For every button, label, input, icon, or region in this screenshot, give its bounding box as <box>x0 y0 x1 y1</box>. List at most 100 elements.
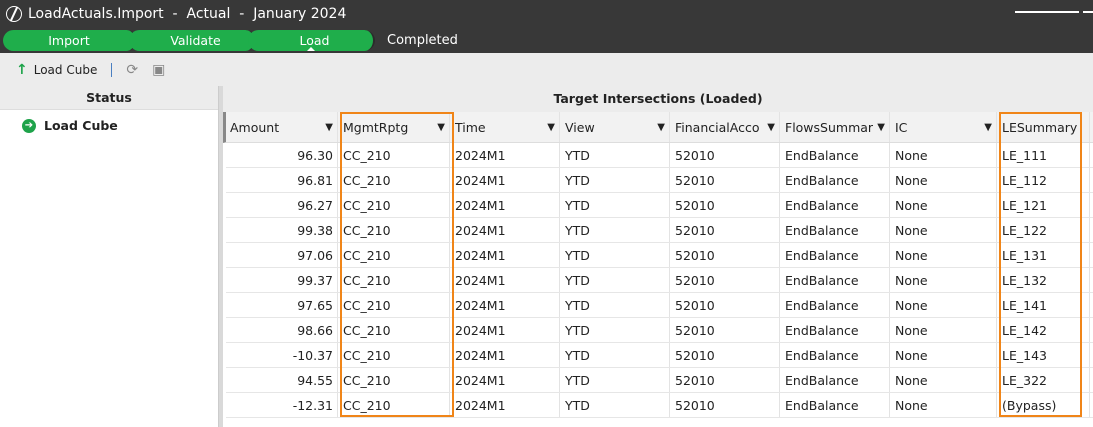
column-header-mgmtrptg[interactable]: MgmtRptg ▼ <box>338 112 450 142</box>
cell-ic[interactable]: None <box>890 143 997 167</box>
cell-flowssummar[interactable]: EndBalance <box>780 343 890 367</box>
table-row[interactable]: 96.81 CC_210 2024M1 YTD 52010 EndBalance None L… <box>226 168 1093 193</box>
cell-time[interactable]: 2024M1 <box>450 393 560 417</box>
cell-view[interactable]: YTD <box>560 368 670 392</box>
cell-ic[interactable]: None <box>890 293 997 317</box>
cell-time[interactable]: 2024M1 <box>450 168 560 192</box>
cell-amount[interactable]: 96.81 <box>225 168 338 192</box>
cell-view[interactable]: YTD <box>560 218 670 242</box>
cell-view[interactable]: YTD <box>560 143 670 167</box>
column-header-time[interactable]: Time ▼ <box>450 112 560 142</box>
table-row[interactable]: 97.65 CC_210 2024M1 YTD 52010 EndBalance None L… <box>226 293 1093 318</box>
arrow-up-icon[interactable]: ↑ <box>16 61 28 78</box>
cell-lesummary[interactable]: LE_132 <box>997 268 1090 292</box>
cell-flowssummar[interactable]: EndBalance <box>780 393 890 417</box>
cell-time[interactable]: 2024M1 <box>450 243 560 267</box>
column-header-view[interactable]: View ▼ <box>560 112 670 142</box>
filter-icon[interactable]: ▼ <box>325 121 333 133</box>
cell-amount[interactable]: 97.06 <box>225 243 338 267</box>
cell-amount[interactable]: 97.65 <box>225 293 338 317</box>
cell-ic[interactable]: None <box>890 318 997 342</box>
cell-ic[interactable]: None <box>890 218 997 242</box>
step-import[interactable]: Import <box>3 30 137 51</box>
cell-ic[interactable]: None <box>890 193 997 217</box>
cell-flowssummar[interactable]: EndBalance <box>780 193 890 217</box>
cell-lesummary[interactable]: LE_131 <box>997 243 1090 267</box>
cell-ic[interactable]: None <box>890 268 997 292</box>
cell-lesummary[interactable]: LE_122 <box>997 218 1090 242</box>
cell-flowssummar[interactable]: EndBalance <box>780 218 890 242</box>
cell-financialacco[interactable]: 52010 <box>670 393 780 417</box>
cell-mgmtrptg[interactable]: CC_210 <box>338 393 450 417</box>
filter-icon[interactable]: ▼ <box>547 121 555 133</box>
filter-icon[interactable]: ▼ <box>767 121 775 133</box>
column-header-financialacco[interactable]: FinancialAcco ▼ <box>670 112 780 142</box>
filter-icon[interactable]: ▼ <box>657 121 665 133</box>
cell-lesummary[interactable]: LE_322 <box>997 368 1090 392</box>
cell-time[interactable]: 2024M1 <box>450 293 560 317</box>
step-validate[interactable]: Validate <box>129 30 256 51</box>
window-controls[interactable] <box>1015 11 1093 13</box>
cell-view[interactable]: YTD <box>560 393 670 417</box>
table-row[interactable]: 94.55 CC_210 2024M1 YTD 52010 EndBalance None L… <box>226 368 1093 393</box>
column-header-flowssummar[interactable]: FlowsSummar ▼ <box>780 112 890 142</box>
cell-amount[interactable]: 96.30 <box>225 143 338 167</box>
table-row[interactable]: 97.06 CC_210 2024M1 YTD 52010 EndBalance None L… <box>226 243 1093 268</box>
cell-financialacco[interactable]: 52010 <box>670 218 780 242</box>
cell-time[interactable]: 2024M1 <box>450 218 560 242</box>
cell-financialacco[interactable]: 52010 <box>670 243 780 267</box>
cell-flowssummar[interactable]: EndBalance <box>780 293 890 317</box>
cell-financialacco[interactable]: 52010 <box>670 143 780 167</box>
cell-financialacco[interactable]: 52010 <box>670 168 780 192</box>
cell-financialacco[interactable]: 52010 <box>670 293 780 317</box>
cell-financialacco[interactable]: 52010 <box>670 268 780 292</box>
cell-financialacco[interactable]: 52010 <box>670 368 780 392</box>
cell-mgmtrptg[interactable]: CC_210 <box>338 168 450 192</box>
cell-flowssummar[interactable]: EndBalance <box>780 143 890 167</box>
load-cube-button[interactable]: Load Cube <box>33 62 98 77</box>
cell-view[interactable]: YTD <box>560 193 670 217</box>
filter-icon[interactable]: ▼ <box>877 121 885 133</box>
cell-amount[interactable]: 98.66 <box>225 318 338 342</box>
step-load[interactable]: Load <box>248 30 375 51</box>
cell-flowssummar[interactable]: EndBalance <box>780 168 890 192</box>
cell-ic[interactable]: None <box>890 343 997 367</box>
table-row[interactable]: -12.31 CC_210 2024M1 YTD 52010 EndBalance None… <box>226 393 1093 418</box>
cell-lesummary[interactable]: LE_121 <box>997 193 1090 217</box>
cell-mgmtrptg[interactable]: CC_210 <box>338 143 450 167</box>
table-row[interactable]: 96.27 CC_210 2024M1 YTD 52010 EndBalance None L… <box>226 193 1093 218</box>
column-header-amount[interactable]: Amount ▼ <box>225 112 338 142</box>
cell-amount[interactable]: 94.55 <box>225 368 338 392</box>
cell-ic[interactable]: None <box>890 393 997 417</box>
cell-lesummary[interactable]: LE_142 <box>997 318 1090 342</box>
table-row[interactable]: 98.66 CC_210 2024M1 YTD 52010 EndBalance None L… <box>226 318 1093 343</box>
cell-amount[interactable]: 99.37 <box>225 268 338 292</box>
cell-amount[interactable]: 96.27 <box>225 193 338 217</box>
cell-mgmtrptg[interactable]: CC_210 <box>338 193 450 217</box>
cell-mgmtrptg[interactable]: CC_210 <box>338 343 450 367</box>
cell-view[interactable]: YTD <box>560 343 670 367</box>
cell-flowssummar[interactable]: EndBalance <box>780 268 890 292</box>
cell-view[interactable]: YTD <box>560 268 670 292</box>
cell-lesummary[interactable]: LE_143 <box>997 343 1090 367</box>
cell-ic[interactable]: None <box>890 368 997 392</box>
column-header-lesummary[interactable]: LESummary <box>997 112 1090 142</box>
cell-view[interactable]: YTD <box>560 318 670 342</box>
cell-mgmtrptg[interactable]: CC_210 <box>338 218 450 242</box>
filter-icon[interactable]: ▼ <box>984 121 992 133</box>
cell-view[interactable]: YTD <box>560 243 670 267</box>
save-icon[interactable]: ▣ <box>152 61 166 78</box>
cell-amount[interactable]: -10.37 <box>225 343 338 367</box>
cell-mgmtrptg[interactable]: CC_210 <box>338 318 450 342</box>
cell-view[interactable]: YTD <box>560 168 670 192</box>
column-header-ic[interactable]: IC ▼ <box>890 112 997 142</box>
cell-mgmtrptg[interactable]: CC_210 <box>338 268 450 292</box>
cell-flowssummar[interactable]: EndBalance <box>780 243 890 267</box>
table-row[interactable]: -10.37 CC_210 2024M1 YTD 52010 EndBalance None… <box>226 343 1093 368</box>
cell-financialacco[interactable]: 52010 <box>670 193 780 217</box>
cell-financialacco[interactable]: 52010 <box>670 318 780 342</box>
cell-mgmtrptg[interactable]: CC_210 <box>338 368 450 392</box>
cell-amount[interactable]: -12.31 <box>225 393 338 417</box>
table-row[interactable]: 99.38 CC_210 2024M1 YTD 52010 EndBalance None L… <box>226 218 1093 243</box>
cell-lesummary[interactable]: (Bypass) <box>997 393 1090 417</box>
